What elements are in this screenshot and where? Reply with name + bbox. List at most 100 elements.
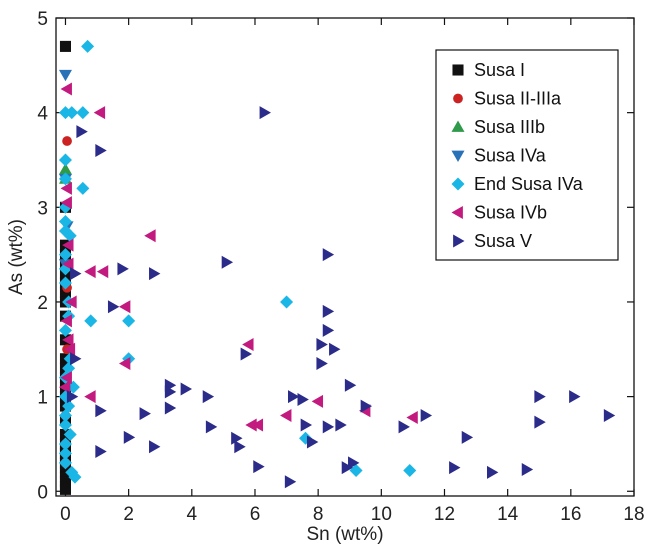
x-tick-label: 10 [371,504,392,525]
legend-label: End Susa IVa [474,174,584,194]
data-point [251,418,264,432]
data-point [180,382,192,396]
data-point [164,385,177,399]
data-point [63,427,77,441]
y-tick-label: 5 [37,9,48,30]
data-point [58,437,72,451]
data-point [76,181,90,195]
data-point [65,295,77,309]
data-point [62,257,74,271]
x-tick-label: 18 [623,504,644,525]
data-point [360,399,373,413]
data-points [58,39,616,495]
data-point [84,265,96,279]
legend-label: Susa IVa [474,146,547,166]
legend-marker [451,206,463,219]
data-point [322,304,335,318]
data-point [60,82,72,96]
legend-label: Susa I [474,60,525,80]
data-point [534,390,546,404]
y-axis-title: As (wt%) [6,219,27,295]
data-point [149,440,161,454]
y-tick-label: 0 [37,482,48,503]
data-point [306,435,319,449]
x-axis-title: Sn (wt%) [306,524,383,545]
data-point [234,440,246,454]
data-point [58,446,72,460]
data-point [406,410,418,424]
data-point [58,172,72,186]
data-point [603,409,616,423]
data-point [96,265,109,279]
data-point [344,378,357,392]
data-point [259,106,271,120]
data-point [76,125,88,139]
data-point [300,418,313,432]
data-point [164,401,177,415]
data-point [461,430,474,444]
data-point [66,390,79,404]
data-point [60,371,72,385]
data-point [202,390,215,404]
data-point [58,215,72,229]
data-point [84,390,96,404]
legend-marker [451,120,465,132]
data-point [329,342,341,356]
series-susa-v [66,106,616,489]
data-point [322,323,335,337]
data-point [123,430,136,444]
data-point [420,409,433,423]
x-tick-label: 12 [434,504,455,525]
data-point [63,342,76,356]
data-point [403,463,417,477]
y-tick-label: 1 [37,388,48,409]
legend-label: Susa IIIb [474,117,545,137]
series-susa-ivb [58,82,418,432]
data-point [118,356,131,370]
data-point [398,420,410,434]
data-point [58,276,72,290]
legend-marker [451,177,465,191]
x-tick-label: 0 [60,504,71,525]
data-point [58,248,72,262]
series-end-susa-iva [58,39,417,484]
data-point [59,483,72,495]
data-point [449,461,461,475]
data-point [341,461,354,475]
y-tick-label: 4 [37,104,48,125]
x-tick-label: 4 [187,504,198,525]
data-point [242,338,254,352]
data-point [84,314,98,328]
plot-frame [55,17,635,497]
data-point [231,431,243,445]
x-tick-label: 2 [123,504,134,525]
data-point [521,462,534,476]
data-point [62,238,74,252]
legend-label: Susa V [474,231,532,251]
data-point [349,463,363,477]
data-point [68,470,82,484]
data-point [58,69,72,82]
data-point [534,415,546,429]
data-point [316,356,328,370]
legend-marker [453,234,465,248]
data-point [81,39,95,53]
data-point [58,409,72,423]
data-point [240,347,253,361]
data-point [59,286,72,299]
data-point [122,314,136,328]
data-point [95,445,107,459]
data-point [70,267,82,281]
data-point [58,380,71,394]
data-point [311,394,324,408]
data-point [60,181,72,195]
data-point [348,456,360,470]
data-point [297,392,309,406]
y-tick-label: 2 [37,293,48,314]
data-point [59,40,72,52]
data-point [58,162,72,175]
data-point [62,333,74,347]
legend-marker [453,93,463,104]
chart-legend: Susa I Susa II-IIIa Susa IIIb Susa IVa End S… [435,49,619,261]
